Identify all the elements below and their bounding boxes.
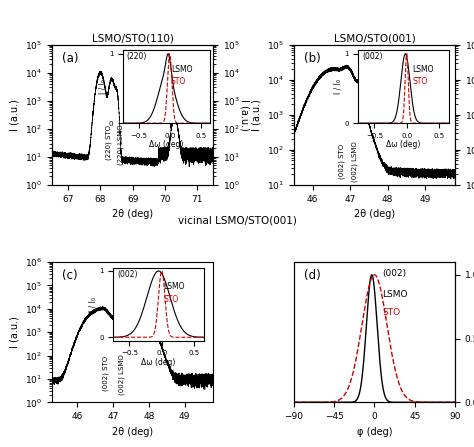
Text: (c): (c): [62, 269, 77, 282]
Y-axis label: I (a.u.): I (a.u.): [9, 316, 19, 348]
Y-axis label: I (a.u.): I (a.u.): [240, 99, 250, 131]
Text: (002): (002): [383, 269, 407, 278]
Y-axis label: I (a.u.): I (a.u.): [251, 99, 262, 131]
Text: (d): (d): [303, 269, 320, 282]
Title: LSMO/STO(110): LSMO/STO(110): [92, 34, 173, 44]
Y-axis label: I (a.u.): I (a.u.): [9, 99, 20, 131]
Text: vicinal LSMO/STO(001): vicinal LSMO/STO(001): [178, 216, 296, 226]
Text: (b): (b): [303, 52, 320, 65]
Text: (220) LSMO: (220) LSMO: [117, 125, 124, 165]
X-axis label: 2θ (deg): 2θ (deg): [112, 426, 153, 437]
Text: (220) STO: (220) STO: [105, 125, 112, 160]
Text: (002) STO: (002) STO: [338, 143, 345, 179]
Text: (002) STO: (002) STO: [102, 356, 109, 391]
Text: LSMO: LSMO: [383, 290, 408, 299]
Title: LSMO/STO(001): LSMO/STO(001): [334, 34, 415, 44]
Text: (002) LSMO: (002) LSMO: [118, 354, 125, 395]
Text: STO: STO: [383, 308, 401, 317]
X-axis label: 2θ (deg): 2θ (deg): [354, 209, 395, 219]
Text: (a): (a): [62, 52, 78, 65]
Text: (002) LSMO: (002) LSMO: [352, 141, 358, 182]
X-axis label: φ (deg): φ (deg): [357, 426, 392, 437]
X-axis label: 2θ (deg): 2θ (deg): [112, 209, 153, 219]
